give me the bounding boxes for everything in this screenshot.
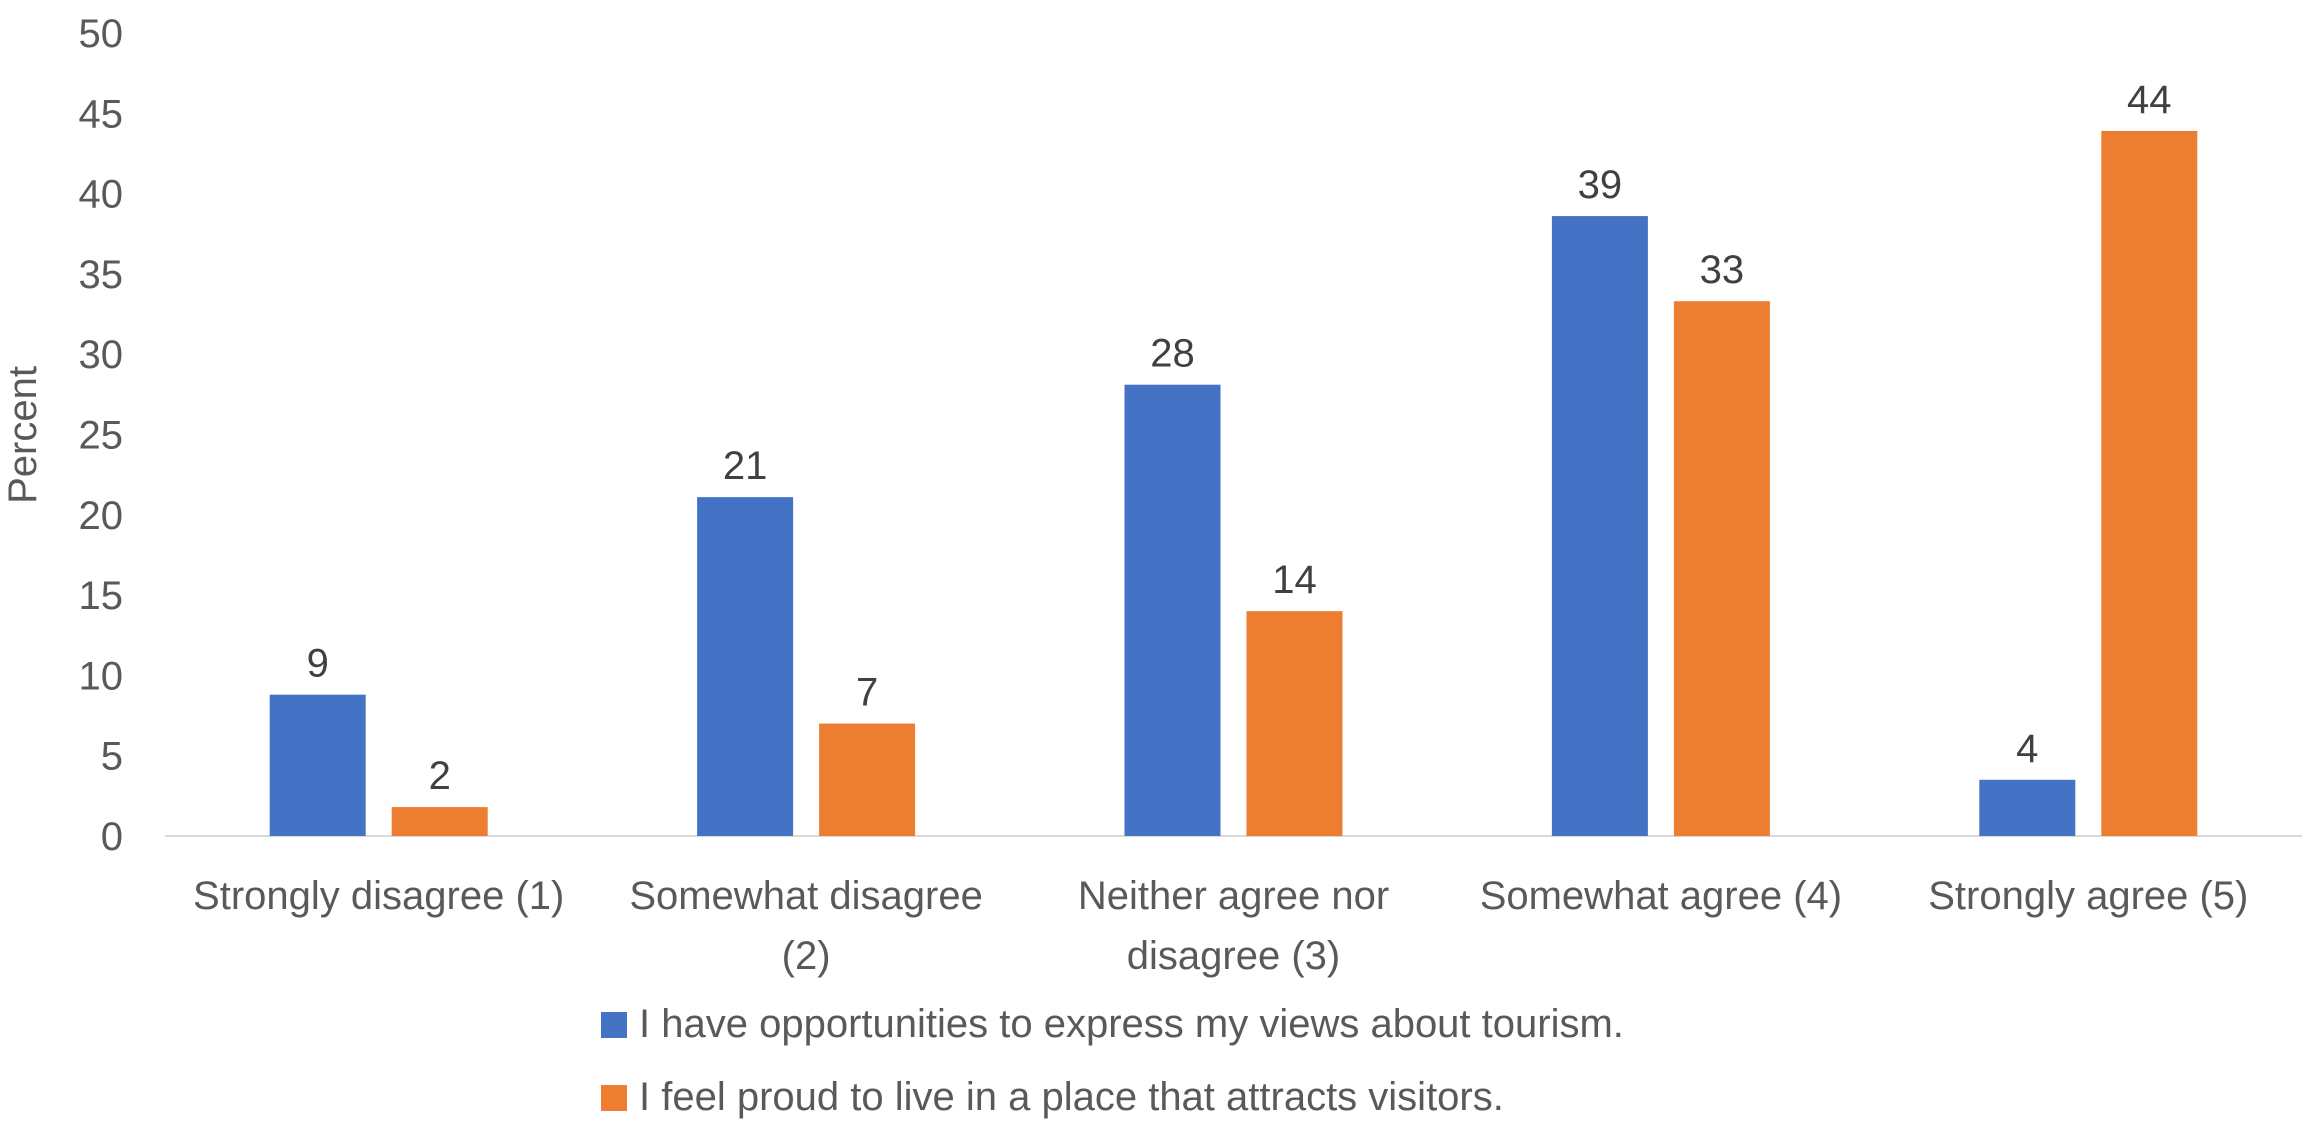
y-tick-label: 25 — [79, 414, 124, 458]
bar-series-1 — [697, 497, 794, 836]
data-label: 14 — [1272, 558, 1317, 602]
y-tick-label: 45 — [79, 92, 124, 136]
data-label: 4 — [2016, 727, 2038, 771]
y-axis-title: Percent — [1, 366, 45, 504]
x-category-label: Strongly agree (5) — [1928, 874, 2248, 918]
x-category-label: Strongly disagree (1) — [193, 874, 564, 918]
y-tick-label: 30 — [79, 333, 124, 377]
bar-series-1 — [1551, 216, 1648, 837]
x-category-label: Somewhat agree (4) — [1480, 874, 1842, 918]
bar-series-1 — [1979, 779, 2076, 836]
data-label: 9 — [307, 642, 329, 686]
data-label: 28 — [1150, 332, 1195, 376]
y-tick-label: 20 — [79, 494, 124, 538]
y-tick-label: 15 — [79, 574, 124, 618]
data-label: 7 — [856, 671, 878, 715]
legend: I have opportunities to express my views… — [601, 1002, 1624, 1119]
x-category-label: disagree (3) — [1127, 934, 1340, 978]
data-label: 44 — [2127, 78, 2172, 122]
legend-label-1: I have opportunities to express my views… — [639, 1002, 1624, 1046]
data-label: 2 — [429, 754, 451, 798]
x-category-label: Somewhat disagree — [629, 874, 983, 918]
bar-series-2 — [391, 807, 488, 836]
bar-series-2 — [819, 723, 916, 836]
bar-series-2 — [1673, 301, 1770, 836]
y-tick-label: 5 — [101, 735, 123, 779]
y-tick-label: 35 — [79, 253, 124, 297]
bar-series-2 — [1246, 611, 1343, 836]
data-label: 33 — [1700, 248, 1745, 292]
data-label: 39 — [1578, 163, 1623, 207]
y-tick-label: 0 — [101, 815, 123, 859]
legend-swatch-1 — [601, 1012, 627, 1038]
data-label: 21 — [723, 444, 768, 488]
bar-series-1 — [269, 694, 366, 836]
x-category-label: (2) — [782, 934, 831, 978]
bar-series-1 — [1124, 384, 1221, 836]
x-category-label: Neither agree nor — [1078, 874, 1389, 918]
y-tick-label: 10 — [79, 654, 124, 698]
category-labels: Strongly disagree (1) Somewhat disagree (2… — [193, 874, 2248, 978]
y-tick-label: 50 — [79, 12, 124, 56]
y-tick-label: 40 — [79, 173, 124, 217]
y-axis-ticks: 0 5 10 15 20 25 30 35 40 45 50 — [79, 12, 124, 859]
legend-swatch-2 — [601, 1085, 627, 1111]
legend-label-2: I feel proud to live in a place that att… — [639, 1075, 1504, 1119]
bar-series-2 — [2101, 130, 2198, 836]
